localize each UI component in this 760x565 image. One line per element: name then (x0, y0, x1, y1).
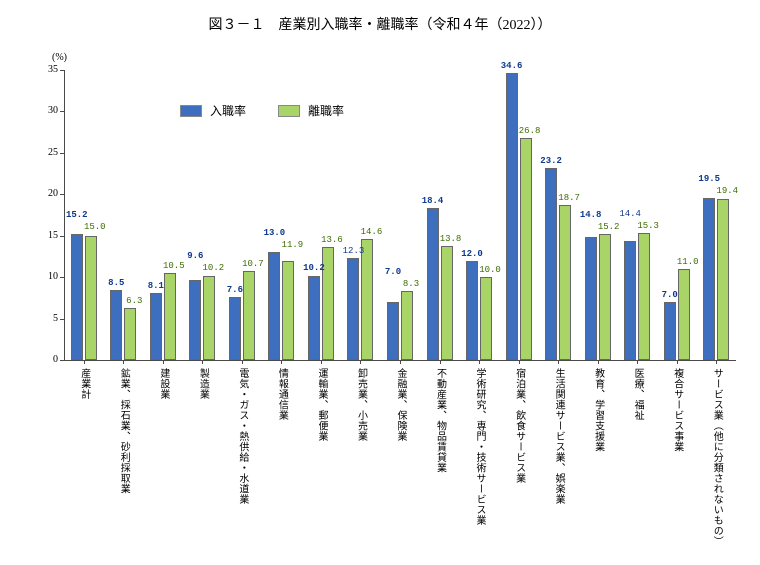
category-label: 卸売業、小売業 (354, 368, 366, 442)
bar-series1 (189, 280, 201, 360)
value-label-s1: 10.2 (300, 263, 328, 273)
bar-series2 (282, 261, 294, 360)
bar-series2 (441, 246, 453, 360)
y-tick-label: 30 (30, 105, 58, 116)
value-label-s2: 26.8 (516, 126, 544, 136)
bar-series2 (638, 233, 650, 360)
value-label-s1: 12.0 (458, 249, 486, 259)
bar-series2 (678, 269, 690, 360)
y-axis-unit: (%) (52, 52, 67, 63)
bar-series1 (71, 234, 83, 360)
category-label: 金融業、保険業 (394, 368, 406, 442)
bar-series2 (361, 239, 373, 360)
value-label-s2: 6.3 (120, 296, 148, 306)
y-tick-label: 5 (30, 313, 58, 324)
y-tick-label: 0 (30, 354, 58, 365)
chart-title: 図３－１ 産業別入職率・離職率（令和４年（2022）） (0, 14, 760, 34)
value-label-s1: 12.3 (339, 246, 367, 256)
bar-series2 (520, 138, 532, 360)
bar-series1 (664, 302, 676, 360)
value-label-s2: 10.7 (239, 259, 267, 269)
bar-series1 (347, 258, 359, 360)
bar-series1 (229, 297, 241, 360)
value-label-s1: 7.0 (379, 267, 407, 277)
category-label: サービス業（他に分類されないもの） (710, 368, 722, 547)
y-tick-label: 25 (30, 147, 58, 158)
category-label: 複合サービス事業 (671, 368, 683, 452)
category-label: 生活関連サービス業、娯楽業 (552, 368, 564, 505)
y-tick-label: 15 (30, 230, 58, 241)
bar-series2 (401, 291, 413, 360)
value-label-s1: 19.5 (695, 174, 723, 184)
bar-series1 (624, 241, 636, 360)
bar-series1 (387, 302, 399, 360)
page: 図３－１ 産業別入職率・離職率（令和４年（2022）） (%) 入職率 離職率 … (0, 0, 760, 565)
bar-series1 (427, 208, 439, 360)
category-label: 教育、学習支援業 (592, 368, 604, 452)
category-label: 製造業 (196, 368, 208, 400)
bar-series1 (506, 73, 518, 360)
bar-series1 (150, 293, 162, 360)
category-label: 宿泊業、飲食サービス業 (513, 368, 525, 484)
bar-series2 (559, 205, 571, 360)
y-tick-label: 10 (30, 271, 58, 282)
value-label-s2: 18.7 (555, 193, 583, 203)
value-label-s2: 11.0 (674, 257, 702, 267)
category-label: 運輸業、郵便業 (315, 368, 327, 442)
value-label-s2: 14.6 (357, 227, 385, 237)
value-label-s1: 9.6 (181, 251, 209, 261)
y-tick-label: 35 (30, 64, 58, 75)
value-label-s1: 8.1 (142, 281, 170, 291)
value-label-s2: 10.0 (476, 265, 504, 275)
bar-series2 (203, 276, 215, 361)
value-label-s2: 10.2 (199, 263, 227, 273)
value-label-s1: 8.5 (102, 278, 130, 288)
value-label-s2: 15.2 (595, 222, 623, 232)
value-label-s1: 7.0 (656, 290, 684, 300)
bar-series2 (599, 234, 611, 360)
value-label-s2: 13.6 (318, 235, 346, 245)
y-tick-label: 20 (30, 188, 58, 199)
value-label-s1: 7.6 (221, 285, 249, 295)
value-label-s1: 15.2 (63, 210, 91, 220)
plot-area: 0510152025303515.215.0産業計8.56.3鉱業、採石業、砂利… (64, 70, 736, 360)
value-label-s2: 15.3 (634, 221, 662, 231)
category-label: 情報通信業 (275, 368, 287, 421)
bar-series1 (466, 261, 478, 360)
value-label-s1: 34.6 (498, 61, 526, 71)
category-label: 学術研究、専門・技術サービス業 (473, 368, 485, 526)
value-label-s1: 13.0 (260, 228, 288, 238)
value-label-s2: 15.0 (81, 222, 109, 232)
value-label-s2: 10.5 (160, 261, 188, 271)
category-label: 産業計 (78, 368, 90, 400)
bar-series2 (124, 308, 136, 360)
bar-series1 (308, 276, 320, 361)
bar-series1 (585, 237, 597, 360)
value-label-s1: 14.8 (577, 210, 605, 220)
value-label-s1: 18.4 (419, 196, 447, 206)
value-label-s2: 8.3 (397, 279, 425, 289)
bar-series1 (703, 198, 715, 360)
category-label: 建設業 (157, 368, 169, 400)
value-label-s2: 19.4 (713, 186, 741, 196)
category-label: 医療、福祉 (631, 368, 643, 421)
category-label: 電気・ガス・熱供給・水道業 (236, 368, 248, 505)
category-label: 鉱業、採石業、砂利採取業 (117, 368, 129, 494)
bar-series2 (717, 199, 729, 360)
category-label: 不動産業、物品賃貸業 (434, 368, 446, 473)
value-label-s2: 13.8 (437, 234, 465, 244)
value-label-s2: 11.9 (278, 240, 306, 250)
bar-series2 (85, 236, 97, 360)
value-label-s1: 23.2 (537, 156, 565, 166)
bar-series2 (480, 277, 492, 360)
bar-series1 (268, 252, 280, 360)
value-label-s1: 14.4 (616, 209, 644, 219)
